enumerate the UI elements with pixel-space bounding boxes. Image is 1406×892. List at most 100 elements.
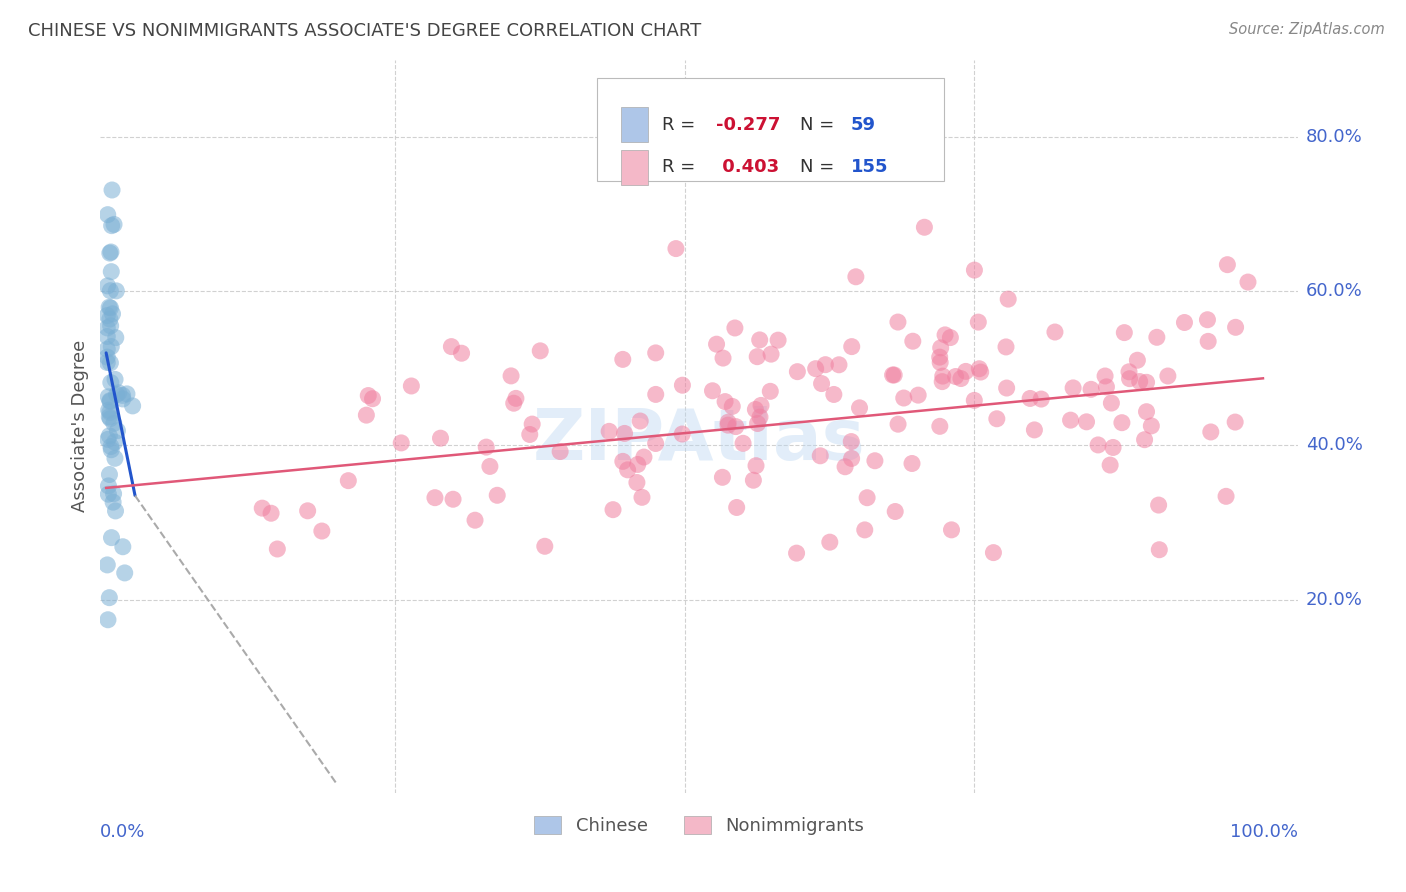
FancyBboxPatch shape <box>621 107 648 143</box>
Point <box>945 369 967 384</box>
Point <box>1197 312 1219 326</box>
Point <box>297 504 319 518</box>
Point <box>97 208 120 222</box>
Point <box>747 350 769 364</box>
Point <box>747 417 769 431</box>
Point <box>98 591 121 605</box>
Point <box>633 450 655 464</box>
Legend: Chinese, Nonimmigrants: Chinese, Nonimmigrants <box>527 809 872 842</box>
Text: 59: 59 <box>851 116 876 134</box>
Point <box>98 284 121 298</box>
Point <box>100 376 122 390</box>
Point <box>1062 381 1084 395</box>
Point <box>928 350 950 364</box>
Point <box>1019 392 1042 406</box>
Point <box>841 451 863 466</box>
Point <box>887 417 910 432</box>
Point <box>100 318 122 333</box>
Text: -0.277: -0.277 <box>716 116 780 134</box>
Point <box>101 183 124 197</box>
Point <box>1099 458 1122 472</box>
Point <box>98 246 121 260</box>
Point <box>533 539 555 553</box>
Text: N =: N = <box>800 116 839 134</box>
Point <box>808 449 831 463</box>
Point <box>725 500 748 515</box>
Point <box>882 368 904 382</box>
Point <box>939 330 962 344</box>
Point <box>986 411 1008 425</box>
Point <box>98 312 121 326</box>
Point <box>1140 418 1163 433</box>
Y-axis label: Associate's Degree: Associate's Degree <box>72 340 89 512</box>
Point <box>98 405 121 419</box>
Point <box>1199 425 1222 439</box>
Point <box>1080 382 1102 396</box>
Point <box>884 504 907 518</box>
Point <box>423 491 446 505</box>
Point <box>721 400 744 414</box>
Point <box>475 440 498 454</box>
Point <box>96 355 118 369</box>
Point <box>519 427 541 442</box>
Point <box>98 394 121 409</box>
Point <box>105 284 128 298</box>
Text: CHINESE VS NONIMMIGRANTS ASSOCIATE'S DEGREE CORRELATION CHART: CHINESE VS NONIMMIGRANTS ASSOCIATE'S DEG… <box>28 22 702 40</box>
Point <box>107 424 129 438</box>
Point <box>103 417 125 431</box>
Point <box>260 506 283 520</box>
Point <box>252 501 274 516</box>
Point <box>104 451 127 466</box>
Point <box>1223 415 1246 429</box>
Point <box>631 491 654 505</box>
Point <box>929 341 952 355</box>
Point <box>1076 415 1098 429</box>
Point <box>100 265 122 279</box>
Point <box>100 340 122 354</box>
Point <box>731 436 754 450</box>
Point <box>1118 365 1140 379</box>
Point <box>856 491 879 505</box>
Point <box>101 307 124 321</box>
Point <box>1135 405 1157 419</box>
Point <box>529 343 551 358</box>
Point <box>96 321 118 335</box>
Point <box>1059 413 1081 427</box>
Point <box>97 390 120 404</box>
Point <box>1024 423 1046 437</box>
Point <box>786 546 808 560</box>
Point <box>823 387 845 401</box>
Text: 155: 155 <box>851 159 889 177</box>
Point <box>883 368 905 382</box>
Point <box>810 376 832 391</box>
Point <box>98 300 121 314</box>
Point <box>98 429 121 443</box>
Point <box>967 315 990 329</box>
Point <box>853 523 876 537</box>
Text: 80.0%: 80.0% <box>1306 128 1362 145</box>
Point <box>100 219 122 233</box>
Text: 60.0%: 60.0% <box>1306 282 1362 300</box>
Point <box>96 309 118 323</box>
Point <box>828 358 851 372</box>
Point <box>97 479 120 493</box>
Point <box>115 387 138 401</box>
Point <box>995 340 1018 354</box>
Point <box>114 566 136 580</box>
Point <box>834 459 856 474</box>
Point <box>100 301 122 315</box>
Point <box>97 433 120 447</box>
Point <box>101 495 124 509</box>
Point <box>104 504 127 518</box>
Point <box>717 418 740 433</box>
Point <box>1133 433 1156 447</box>
Point <box>97 613 120 627</box>
Point <box>103 487 125 501</box>
Point <box>357 388 380 402</box>
Point <box>1149 542 1171 557</box>
Point <box>1114 326 1136 340</box>
Point <box>931 375 953 389</box>
Point <box>644 436 666 450</box>
Text: R =: R = <box>662 159 702 177</box>
Point <box>841 340 863 354</box>
